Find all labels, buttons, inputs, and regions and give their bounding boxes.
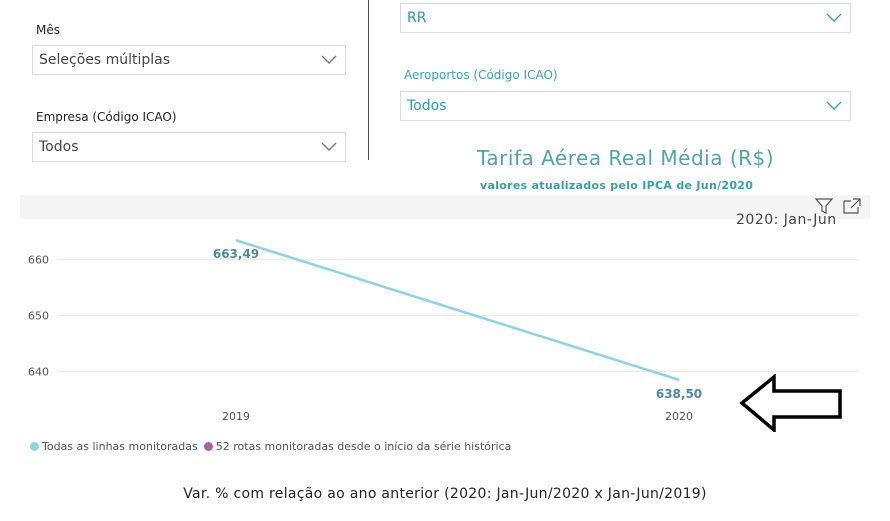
aeroportos-dropdown-value: Todos bbox=[407, 98, 447, 114]
left-arrow-icon bbox=[739, 374, 842, 432]
empresa-filter-label: Empresa (Código ICAO) bbox=[36, 110, 177, 124]
y-tick-label: 660 bbox=[28, 254, 49, 267]
visual-header-text: 2020: Jan-Jun bbox=[736, 212, 837, 228]
chevron-down-icon bbox=[321, 55, 337, 64]
y-axis-ticks: 640 650 660 bbox=[28, 254, 49, 379]
y-tick-label: 640 bbox=[28, 365, 49, 378]
legend-label: 52 rotas monitoradas desde o início da s… bbox=[215, 440, 512, 453]
chevron-down-icon bbox=[321, 142, 337, 151]
uf-dropdown[interactable]: RR bbox=[400, 3, 851, 33]
chart-gridlines bbox=[58, 259, 858, 372]
chevron-down-icon bbox=[826, 13, 842, 22]
mes-dropdown[interactable]: Seleções múltiplas bbox=[32, 45, 346, 75]
chevron-down-icon bbox=[826, 101, 842, 110]
chart-series bbox=[235, 239, 680, 382]
filter-icon[interactable] bbox=[815, 198, 833, 214]
focus-mode-icon[interactable] bbox=[843, 198, 861, 214]
x-axis-ticks: 2019 2020 bbox=[222, 410, 693, 423]
mes-filter-label: Mês bbox=[36, 23, 60, 37]
chart-title: Tarifa Aérea Real Média (R$) bbox=[477, 146, 775, 170]
legend-item[interactable]: Todas as linhas monitoradas bbox=[30, 440, 198, 453]
chart-subtitle: valores atualizados pelo IPCA de Jun/202… bbox=[480, 179, 754, 192]
chart-legend: Todas as linhas monitoradas 52 rotas mon… bbox=[30, 440, 517, 453]
empresa-dropdown[interactable]: Todos bbox=[32, 132, 346, 162]
legend-dot bbox=[30, 442, 39, 451]
aeroportos-filter-label: Aeroportos (Código ICAO) bbox=[404, 68, 558, 82]
y-tick-label: 650 bbox=[28, 310, 49, 323]
legend-label: Todas as linhas monitoradas bbox=[42, 440, 198, 453]
vertical-divider bbox=[368, 0, 369, 160]
line-chart: 640 650 660 2019 2020 663,49 638,50 bbox=[28, 239, 858, 423]
legend-dot bbox=[203, 442, 213, 451]
series-line bbox=[235, 239, 680, 382]
aeroportos-dropdown[interactable]: Todos bbox=[400, 91, 851, 121]
mes-dropdown-value: Seleções múltiplas bbox=[39, 52, 171, 68]
footer-caption: Var. % com relação ao ano anterior (2020… bbox=[183, 486, 707, 502]
visual-header-bar bbox=[20, 195, 870, 219]
x-tick-label: 2020 bbox=[665, 410, 693, 423]
chart-data-labels: 663,49 638,50 bbox=[213, 247, 702, 401]
x-tick-label: 2019 bbox=[222, 410, 250, 423]
legend-item[interactable]: 52 rotas monitoradas desde o início da s… bbox=[203, 440, 512, 453]
data-label: 663,49 bbox=[213, 247, 259, 261]
empresa-dropdown-value: Todos bbox=[39, 139, 79, 155]
data-label: 638,50 bbox=[656, 387, 702, 401]
uf-dropdown-value: RR bbox=[407, 10, 427, 26]
